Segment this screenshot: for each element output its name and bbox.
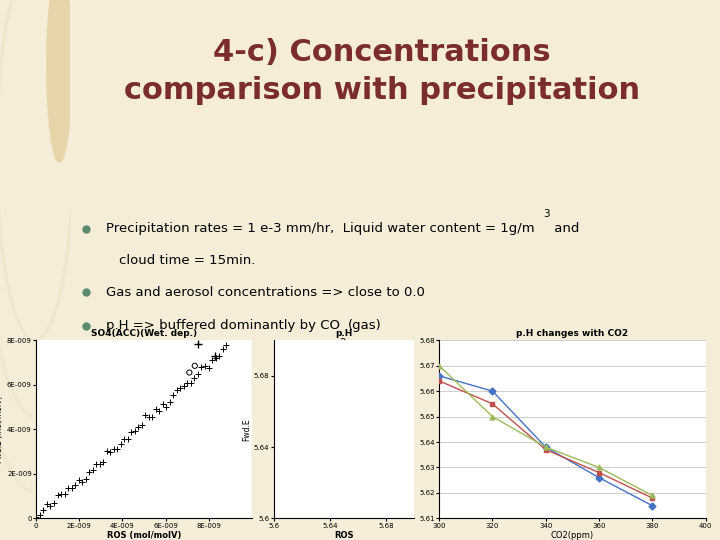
Point [203, 364, 215, 373]
Point [45, 502, 56, 510]
Point [150, 404, 161, 413]
Text: Precipitation rates = 1 e-3 mm/hr,  Liquid water content = 1g/m: Precipitation rates = 1 e-3 mm/hr, Liqui… [106, 222, 534, 235]
Point [55, 490, 67, 498]
Point [80, 474, 91, 483]
Point [143, 413, 155, 422]
Point [181, 379, 193, 388]
Point [168, 390, 179, 399]
Point [178, 382, 189, 390]
Text: 4-c) Concentrations
comparison with precipitation: 4-c) Concentrations comparison with prec… [124, 38, 640, 105]
Point [48, 498, 60, 507]
Point [41, 500, 53, 509]
Y-axis label: Fwd.E: Fwd.E [242, 418, 251, 441]
Point [217, 345, 228, 354]
Point [62, 484, 73, 492]
Point [136, 421, 148, 429]
Point [84, 468, 95, 477]
Text: Gas and aerosol concentrations => close to 0.0: Gas and aerosol concentrations => close … [106, 286, 425, 299]
Title: p.H: p.H [335, 329, 353, 338]
Point [140, 411, 151, 420]
Title: SO4(ACC)(Wet. dep.): SO4(ACC)(Wet. dep.) [91, 329, 197, 338]
Point [104, 448, 116, 457]
Point [175, 384, 186, 393]
Point [112, 445, 123, 454]
Y-axis label: Fwd.E (mol/molV): Fwd.E (mol/molV) [0, 396, 4, 463]
Point [185, 379, 197, 388]
Point [192, 370, 204, 379]
Point [52, 490, 63, 499]
X-axis label: CO2(ppm): CO2(ppm) [551, 531, 594, 540]
Point [189, 361, 200, 370]
Point [210, 352, 221, 360]
Point [171, 386, 183, 394]
Point [87, 466, 99, 475]
Point [147, 413, 158, 421]
Point [97, 457, 109, 466]
Point [153, 407, 165, 415]
Point [220, 341, 232, 349]
Point [66, 483, 77, 492]
Text: p.H => buffered dominantly by CO: p.H => buffered dominantly by CO [106, 319, 340, 332]
Point [69, 480, 81, 489]
Text: 2: 2 [340, 338, 346, 348]
Point [125, 428, 137, 436]
Point [129, 427, 140, 436]
Point [101, 447, 112, 455]
Point [91, 460, 102, 468]
Point [132, 423, 144, 432]
Point [213, 352, 225, 360]
Point [122, 435, 133, 443]
Point [164, 397, 176, 406]
Circle shape [47, 0, 72, 162]
Point [161, 402, 172, 411]
Point [76, 478, 88, 487]
Point [184, 368, 195, 377]
Point [210, 354, 221, 363]
Point [206, 355, 217, 364]
Point [192, 339, 204, 348]
Text: cloud time = 15min.: cloud time = 15min. [119, 254, 255, 267]
Text: (gas): (gas) [348, 319, 382, 332]
Point [115, 440, 127, 448]
Point [37, 505, 49, 514]
Point [94, 460, 105, 468]
Point [157, 400, 168, 408]
Point [196, 363, 207, 372]
Point [108, 444, 120, 453]
Point [189, 374, 200, 382]
Title: p.H changes with CO2: p.H changes with CO2 [516, 329, 629, 338]
Point [73, 475, 84, 484]
Point [59, 490, 71, 498]
Point [199, 361, 211, 370]
Point [31, 512, 42, 521]
Text: 3: 3 [543, 210, 550, 219]
Point [119, 435, 130, 443]
Text: and: and [549, 222, 579, 235]
X-axis label: ROS: ROS [334, 531, 354, 540]
X-axis label: ROS (mol/molV): ROS (mol/molV) [107, 531, 181, 540]
Point [34, 511, 45, 519]
